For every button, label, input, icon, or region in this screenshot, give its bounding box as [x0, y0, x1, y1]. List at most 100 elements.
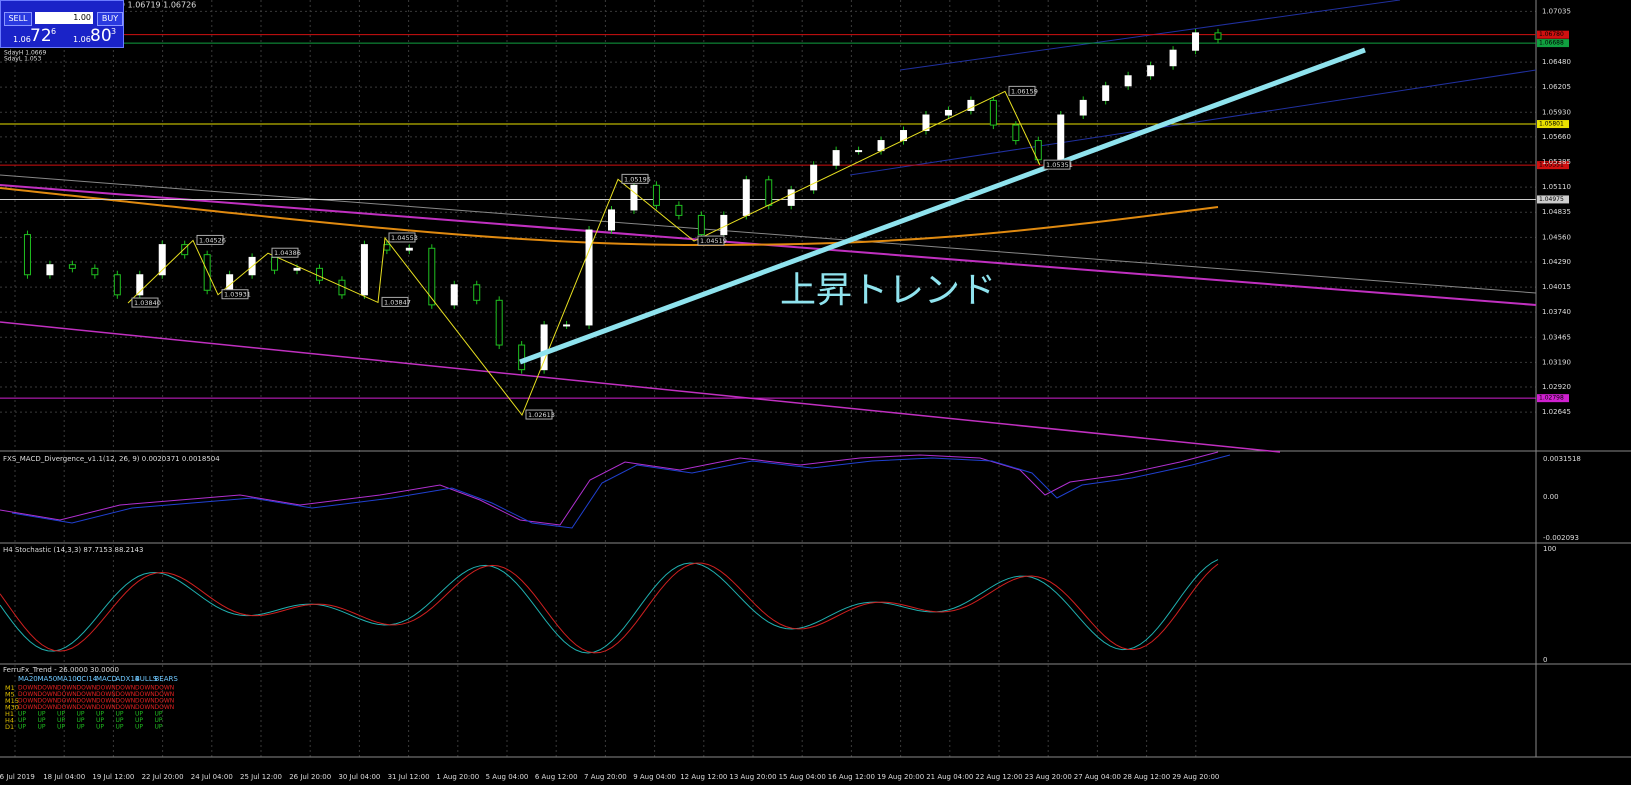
- zigzag-label: 1.02613: [528, 411, 555, 419]
- candle: [428, 247, 436, 306]
- trend-signal: UP: [57, 711, 65, 718]
- trend-signal: UP: [96, 711, 104, 718]
- y-tick-label: 1.03190: [1542, 358, 1571, 366]
- stochastic-axis-label: 100: [1543, 545, 1556, 553]
- buy-button[interactable]: BUY: [97, 12, 123, 26]
- moving-average: [0, 187, 1219, 247]
- candle: [585, 229, 593, 326]
- grid: [0, 0, 1536, 757]
- trend-column: CCI14: [77, 675, 98, 683]
- zigzag-label: 1.06159: [1011, 87, 1038, 95]
- y-tick-label: 1.04560: [1542, 233, 1571, 241]
- ask-frac: 3: [111, 27, 117, 36]
- zigzag-label: 1.03931: [224, 291, 251, 299]
- candle: [877, 140, 885, 152]
- x-tick-label: 12 Aug 12:00: [680, 773, 727, 781]
- trend-signal: DOWN: [116, 698, 136, 705]
- x-tick-label: 24 Jul 04:00: [191, 773, 233, 781]
- candle: [203, 254, 211, 291]
- macd-signal: [11, 454, 1231, 529]
- candle: [810, 164, 818, 191]
- candle: [1034, 140, 1042, 161]
- sell-button[interactable]: SELL: [4, 12, 32, 26]
- macd-line: [0, 451, 1219, 526]
- y-tick-label: 1.06480: [1542, 58, 1571, 66]
- candle: [293, 267, 301, 271]
- candle: [1102, 85, 1110, 101]
- lot-input[interactable]: 1.00: [35, 12, 93, 24]
- trend-signal: UP: [155, 717, 163, 724]
- candle: [158, 244, 166, 276]
- trend-signal: DOWN: [135, 685, 155, 692]
- level-label: 1.04975: [1539, 196, 1564, 203]
- level-label: 1.05801: [1539, 121, 1564, 128]
- candle: [697, 214, 705, 236]
- trend-signal: UP: [135, 711, 143, 718]
- candle: [450, 284, 458, 306]
- trend-signal: DOWN: [38, 691, 58, 698]
- y-tick-label: 1.05660: [1542, 133, 1571, 141]
- zigzag-label: 1.03840: [134, 299, 161, 307]
- trend-signal: DOWN: [116, 691, 136, 698]
- trend-timeframe: H1: [5, 710, 14, 718]
- zigzag-tag: [131, 297, 159, 308]
- trend-signal: DOWN: [96, 691, 116, 698]
- x-tick-label: 19 Jul 12:00: [92, 773, 134, 781]
- trend-signal: DOWN: [96, 698, 116, 705]
- trend-signal: UP: [135, 724, 143, 731]
- candle: [832, 150, 840, 166]
- trend-column: ADX14: [116, 675, 140, 683]
- trend-panel-title: FerruFx_Trend - 26.0000 30.0000: [3, 666, 119, 674]
- trend-signal: UP: [18, 717, 26, 724]
- candle: [46, 264, 54, 276]
- candle: [742, 179, 750, 216]
- x-tick-label: 18 Jul 04:00: [43, 773, 85, 781]
- trend-signal: DOWN: [155, 704, 175, 711]
- trend-signal: DOWN: [77, 698, 97, 705]
- zigzag-tag: [525, 409, 553, 420]
- candle: [68, 264, 76, 269]
- trend-signal: UP: [155, 711, 163, 718]
- candle: [91, 267, 99, 276]
- zigzag-tag: [271, 247, 299, 258]
- candle: [944, 109, 952, 116]
- y-tick-label: 1.04015: [1542, 283, 1571, 291]
- y-tick-label: 1.03740: [1542, 308, 1571, 316]
- candle: [23, 234, 31, 276]
- trend-annotation: 上昇トレンド: [780, 270, 996, 311]
- candle: [315, 267, 323, 281]
- level-tag: [1537, 195, 1569, 204]
- zigzag-label: 1.05195: [624, 175, 651, 183]
- stochastic-axis-label: 0: [1543, 656, 1547, 664]
- trade-panel: SELL 1.00 BUY 1.06 72 6 1.06 80 3: [0, 0, 124, 48]
- y-tick-label: 1.02645: [1542, 408, 1571, 416]
- trend-signal: DOWN: [38, 698, 58, 705]
- level-label: 1.06780: [1539, 31, 1564, 38]
- trend-timeframe: M30: [5, 704, 19, 712]
- zigzag-label: 1.04526: [199, 236, 226, 244]
- y-tick-label: 1.07035: [1542, 7, 1571, 15]
- candle: [1012, 124, 1020, 142]
- trend-line-gray: [0, 174, 1537, 294]
- levels: 1.06780 1.06688 1.05801 1.05351 1.04975 1.027…: [0, 30, 1569, 403]
- candle: [765, 179, 773, 206]
- trend-signal: DOWN: [57, 685, 77, 692]
- x-tick-label: 26 Jul 20:00: [289, 773, 331, 781]
- candle: [226, 274, 234, 291]
- trend-signal: DOWN: [77, 704, 97, 711]
- trend-signal: UP: [116, 724, 124, 731]
- x-tick-label: 19 Aug 20:00: [877, 773, 924, 781]
- x-tick-label: 28 Aug 12:00: [1123, 773, 1170, 781]
- x-tick-label: 30 Jul 04:00: [338, 773, 380, 781]
- macd-title: FXS_MACD_Divergence_v1.1(12, 26, 9) 0.00…: [3, 455, 220, 463]
- trend-signal: UP: [18, 711, 26, 718]
- x-tick-label: 29 Aug 20:00: [1172, 773, 1219, 781]
- trend-signal: DOWN: [155, 698, 175, 705]
- candle: [922, 114, 930, 132]
- stochastic-main: [0, 559, 1219, 654]
- trend-signal: DOWN: [18, 685, 38, 692]
- trend-column: BULLS: [135, 675, 158, 683]
- trend-signal: DOWN: [18, 691, 38, 698]
- trend-timeframe: M5: [5, 691, 15, 699]
